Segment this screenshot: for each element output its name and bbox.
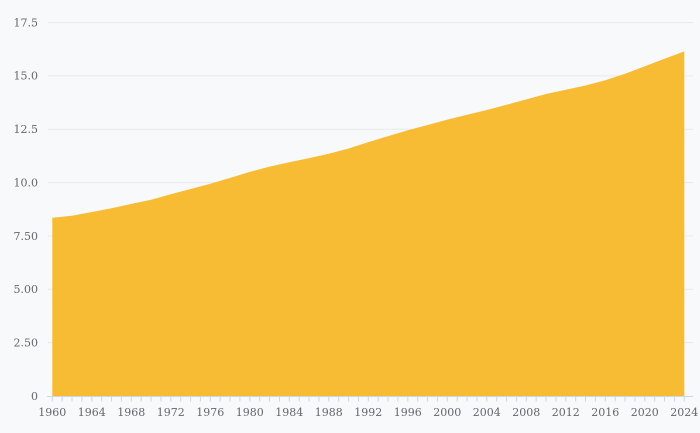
x-axis-label: 1992 — [354, 406, 382, 419]
x-axis-label: 1968 — [117, 406, 145, 419]
y-axis-label: 2.50 — [14, 336, 39, 349]
x-axis-label: 2020 — [631, 406, 659, 419]
y-axis-label: 7.50 — [14, 230, 39, 243]
x-axis-label: 1972 — [157, 406, 185, 419]
x-axis-label: 1988 — [315, 406, 343, 419]
x-axis-label: 1960 — [38, 406, 66, 419]
x-axis-label: 2000 — [433, 406, 461, 419]
y-axis-label: 12.5 — [14, 123, 39, 136]
area-series[interactable] — [52, 51, 685, 397]
y-axis-label: 0 — [31, 390, 38, 403]
y-axis-label: 15.0 — [14, 70, 39, 83]
x-axis-label: 1976 — [196, 406, 224, 419]
x-axis-label: 2012 — [552, 406, 580, 419]
y-axis-label: 10.0 — [14, 176, 39, 189]
x-axis-label: 1984 — [275, 406, 303, 419]
x-axis-label: 1980 — [236, 406, 264, 419]
x-axis-label: 2008 — [512, 406, 540, 419]
x-axis-label: 2016 — [591, 406, 619, 419]
x-axis-label: 1996 — [394, 406, 422, 419]
y-axis-label: 17.5 — [14, 16, 39, 29]
y-axis-label: 5.00 — [14, 283, 39, 296]
x-axis-label: 2024 — [670, 406, 698, 419]
x-axis-label: 2004 — [473, 406, 501, 419]
x-axis-label: 1964 — [78, 406, 106, 419]
